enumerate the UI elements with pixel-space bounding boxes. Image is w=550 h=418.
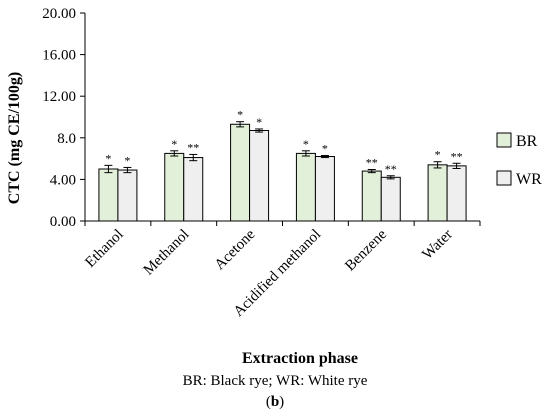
significance-label: * — [105, 151, 111, 165]
bar-br — [427, 164, 448, 222]
bar-br — [164, 152, 185, 222]
x-tick-label: Ethanol — [82, 227, 126, 271]
x-axis-label: Extraction phase — [242, 350, 358, 367]
significance-label: ** — [366, 156, 378, 170]
significance-label: * — [303, 137, 309, 151]
y-tick-label: 0.00 — [50, 214, 76, 230]
y-tick-label: 20.00 — [42, 6, 76, 22]
legend-label-br: BR — [516, 133, 538, 150]
significance-label: ** — [451, 149, 463, 163]
y-tick-label: 16.00 — [42, 48, 76, 64]
bar-wr — [380, 176, 401, 222]
significance-label: * — [322, 141, 328, 155]
significance-label: ** — [187, 140, 199, 154]
significance-label: * — [256, 115, 262, 129]
legend-swatch-wr — [496, 170, 512, 186]
y-tick-label: 4.00 — [50, 172, 76, 188]
caption-legend-key: BR: Black rye; WR: White rye — [182, 373, 368, 389]
y-axis-label: CTC (mg CE/100g) — [6, 72, 23, 204]
significance-label: * — [435, 148, 441, 162]
bar-wr — [183, 157, 204, 222]
panel-label: (b) — [265, 394, 285, 410]
bar-wr — [117, 169, 138, 222]
significance-label: * — [237, 108, 243, 122]
panel-letter: b — [270, 394, 280, 410]
legend: BR WR — [496, 132, 542, 188]
x-tick-label: Benzene — [342, 226, 390, 274]
significance-label: * — [171, 137, 177, 151]
x-tick-label: Acetone — [212, 226, 259, 273]
bar-br — [98, 168, 119, 222]
bar-br — [361, 170, 382, 222]
bar-br — [295, 152, 316, 222]
significance-label: ** — [385, 162, 397, 176]
legend-label-wr: WR — [516, 171, 542, 188]
y-tick-label: 12.00 — [42, 89, 76, 105]
bar-br — [230, 123, 251, 222]
bars: * ** ***** *** *** ** — [98, 108, 467, 222]
bar-wr — [249, 130, 270, 222]
y-tick-label: 8.0 — [57, 131, 76, 147]
bar-wr — [314, 156, 335, 222]
significance-label: * — [124, 153, 130, 167]
y-axis: 0.00 4.00 8.0 12.00 16.00 20.00 — [42, 6, 86, 230]
bar-wr — [446, 165, 467, 222]
legend-swatch-br — [496, 132, 512, 148]
x-tick-label: Water — [420, 227, 456, 263]
x-tick-label: Methanol — [141, 227, 193, 279]
